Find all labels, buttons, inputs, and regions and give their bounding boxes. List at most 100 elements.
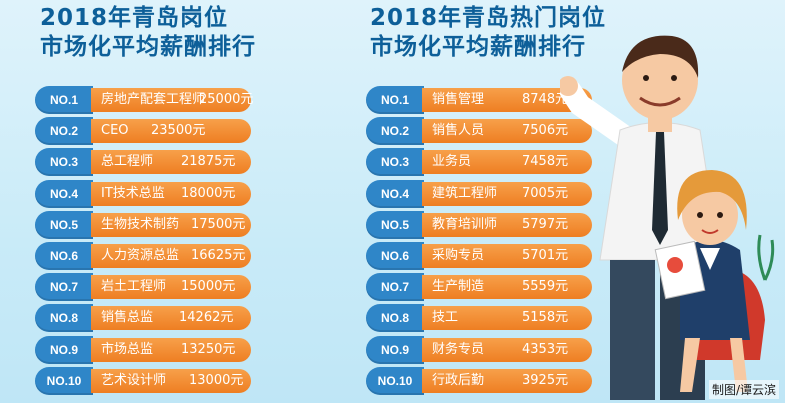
ranking-bar: 生物技术制药 17500元 bbox=[91, 212, 251, 237]
job-title: 销售人员 bbox=[432, 123, 485, 139]
salary-value: 7005元 bbox=[522, 185, 569, 201]
ranking-bar: 艺术设计师 13000元 bbox=[91, 368, 251, 393]
rank-badge: NO.8 bbox=[366, 304, 424, 333]
salary-value: 5559元 bbox=[522, 279, 569, 295]
salary-value: 13250元 bbox=[181, 341, 236, 357]
job-title: 行政后勤 bbox=[432, 372, 485, 388]
job-title: 房地产配套工程师 bbox=[101, 92, 206, 107]
ranking-bar: 市场总监 13250元 bbox=[91, 337, 251, 362]
woman-collar bbox=[700, 248, 720, 270]
ranking-bar: 人力资源总监 16625元 bbox=[91, 243, 251, 268]
left-title-line1: 2018年青岛岗位 bbox=[40, 5, 229, 31]
list-item: NO.10 行政后勤 3925元 bbox=[366, 366, 606, 395]
salary-value: 3925元 bbox=[522, 372, 569, 388]
job-title: 采购专员 bbox=[432, 247, 485, 263]
job-title: 岩土工程师 bbox=[101, 279, 167, 295]
ranking-bar: 销售人员 7506元 bbox=[422, 119, 592, 144]
ranking-bar: 建筑工程师 7005元 bbox=[422, 181, 592, 206]
right-title-line1: 2018年青岛热门岗位 bbox=[370, 5, 607, 31]
rank-badge: NO.1 bbox=[35, 86, 93, 114]
rank-badge: NO.2 bbox=[35, 117, 93, 146]
ranking-bar: 技工 5158元 bbox=[422, 306, 592, 331]
ranking-bar: 总工程师 21875元 bbox=[91, 150, 251, 175]
rank-badge: NO.10 bbox=[366, 366, 424, 395]
job-title: 技工 bbox=[432, 310, 459, 326]
document-chart bbox=[667, 257, 683, 273]
salary-value: 15000元 bbox=[181, 279, 236, 295]
image-credit: 制图/谭云滨 bbox=[708, 380, 779, 399]
salary-value: 8748元 bbox=[522, 92, 569, 107]
woman-head bbox=[682, 185, 738, 245]
job-title: 销售总监 bbox=[101, 310, 154, 326]
job-title: 销售管理 bbox=[432, 92, 485, 107]
job-title: CEO bbox=[101, 123, 129, 139]
right-title: 2018年青岛热门岗位 市场化平均薪酬排行 bbox=[370, 4, 606, 62]
ranking-bar: 销售总监 14262元 bbox=[91, 306, 251, 331]
rank-badge: NO.8 bbox=[35, 304, 93, 333]
woman-eye bbox=[697, 212, 703, 218]
salary-value: 4353元 bbox=[522, 341, 569, 357]
salary-value: 5701元 bbox=[522, 247, 569, 263]
rank-badge: NO.6 bbox=[35, 241, 93, 270]
list-item: NO.10 艺术设计师 13000元 bbox=[35, 366, 275, 395]
salary-value: 25000元 bbox=[199, 92, 254, 107]
salary-value: 14262元 bbox=[179, 310, 234, 326]
woman-eye bbox=[717, 212, 723, 218]
rank-badge: NO.4 bbox=[366, 179, 424, 208]
rank-badge: NO.3 bbox=[366, 148, 424, 177]
rank-badge: NO.6 bbox=[366, 241, 424, 270]
left-title-line2: 市场化平均薪酬排行 bbox=[40, 34, 256, 60]
ranking-bar: 岩土工程师 15000元 bbox=[91, 275, 251, 300]
man-hand bbox=[560, 76, 578, 96]
salary-value: 13000元 bbox=[189, 372, 244, 388]
woman-leg bbox=[730, 338, 748, 392]
rank-badge: NO.9 bbox=[35, 335, 93, 364]
man-tie bbox=[652, 132, 668, 245]
salary-value: 5158元 bbox=[522, 310, 569, 326]
list-item: NO.3 业务员 7458元 bbox=[366, 148, 606, 177]
list-item: NO.2 CEO 23500元 bbox=[35, 117, 275, 146]
salary-value: 7506元 bbox=[522, 123, 569, 139]
salary-value: 7458元 bbox=[522, 154, 569, 170]
left-ranking-list: NO.1 房地产配套工程师 25000元 NO.2 CEO 23500元 NO.3 总工程… bbox=[35, 86, 275, 398]
job-title: 业务员 bbox=[432, 154, 472, 170]
rank-badge: NO.2 bbox=[366, 117, 424, 146]
list-item: NO.6 人力资源总监 16625元 bbox=[35, 241, 275, 270]
salary-value: 17500元 bbox=[191, 216, 246, 232]
salary-value: 23500元 bbox=[151, 123, 206, 139]
list-item: NO.9 市场总监 13250元 bbox=[35, 335, 275, 364]
job-title: 总工程师 bbox=[101, 154, 154, 170]
ranking-bar: IT技术总监 18000元 bbox=[91, 181, 251, 206]
salary-value: 16625元 bbox=[191, 247, 246, 263]
rank-badge: NO.5 bbox=[366, 210, 424, 239]
rank-badge: NO.3 bbox=[35, 148, 93, 177]
man-leg bbox=[610, 260, 655, 400]
ranking-bar: 业务员 7458元 bbox=[422, 150, 592, 175]
rank-badge: NO.10 bbox=[35, 366, 93, 395]
list-item: NO.6 采购专员 5701元 bbox=[366, 241, 606, 270]
man-eye bbox=[671, 75, 677, 81]
ranking-bar: 财务专员 4353元 bbox=[422, 337, 592, 362]
plant bbox=[757, 234, 775, 281]
list-item: NO.7 生产制造 5559元 bbox=[366, 273, 606, 302]
list-item: NO.3 总工程师 21875元 bbox=[35, 148, 275, 177]
job-title: 财务专员 bbox=[432, 341, 485, 357]
ranking-bar: 房地产配套工程师 25000元 bbox=[91, 88, 254, 112]
ranking-bar: 生产制造 5559元 bbox=[422, 275, 592, 300]
man-smile bbox=[639, 96, 681, 107]
rank-badge: NO.9 bbox=[366, 335, 424, 364]
job-title: 建筑工程师 bbox=[432, 185, 498, 201]
salary-value: 21875元 bbox=[181, 154, 236, 170]
ranking-bar: CEO 23500元 bbox=[91, 119, 251, 144]
list-item: NO.8 技工 5158元 bbox=[366, 304, 606, 333]
woman-hair bbox=[677, 170, 747, 230]
rank-badge: NO.4 bbox=[35, 179, 93, 208]
woman-smile bbox=[701, 229, 719, 234]
ranking-bar: 采购专员 5701元 bbox=[422, 243, 592, 268]
woman-leg bbox=[680, 338, 700, 392]
left-title: 2018年青岛岗位 市场化平均薪酬排行 bbox=[40, 4, 256, 62]
man-arm bbox=[560, 79, 641, 151]
salary-value: 18000元 bbox=[181, 185, 236, 201]
man-eye bbox=[643, 75, 649, 81]
rank-badge: NO.7 bbox=[366, 273, 424, 302]
